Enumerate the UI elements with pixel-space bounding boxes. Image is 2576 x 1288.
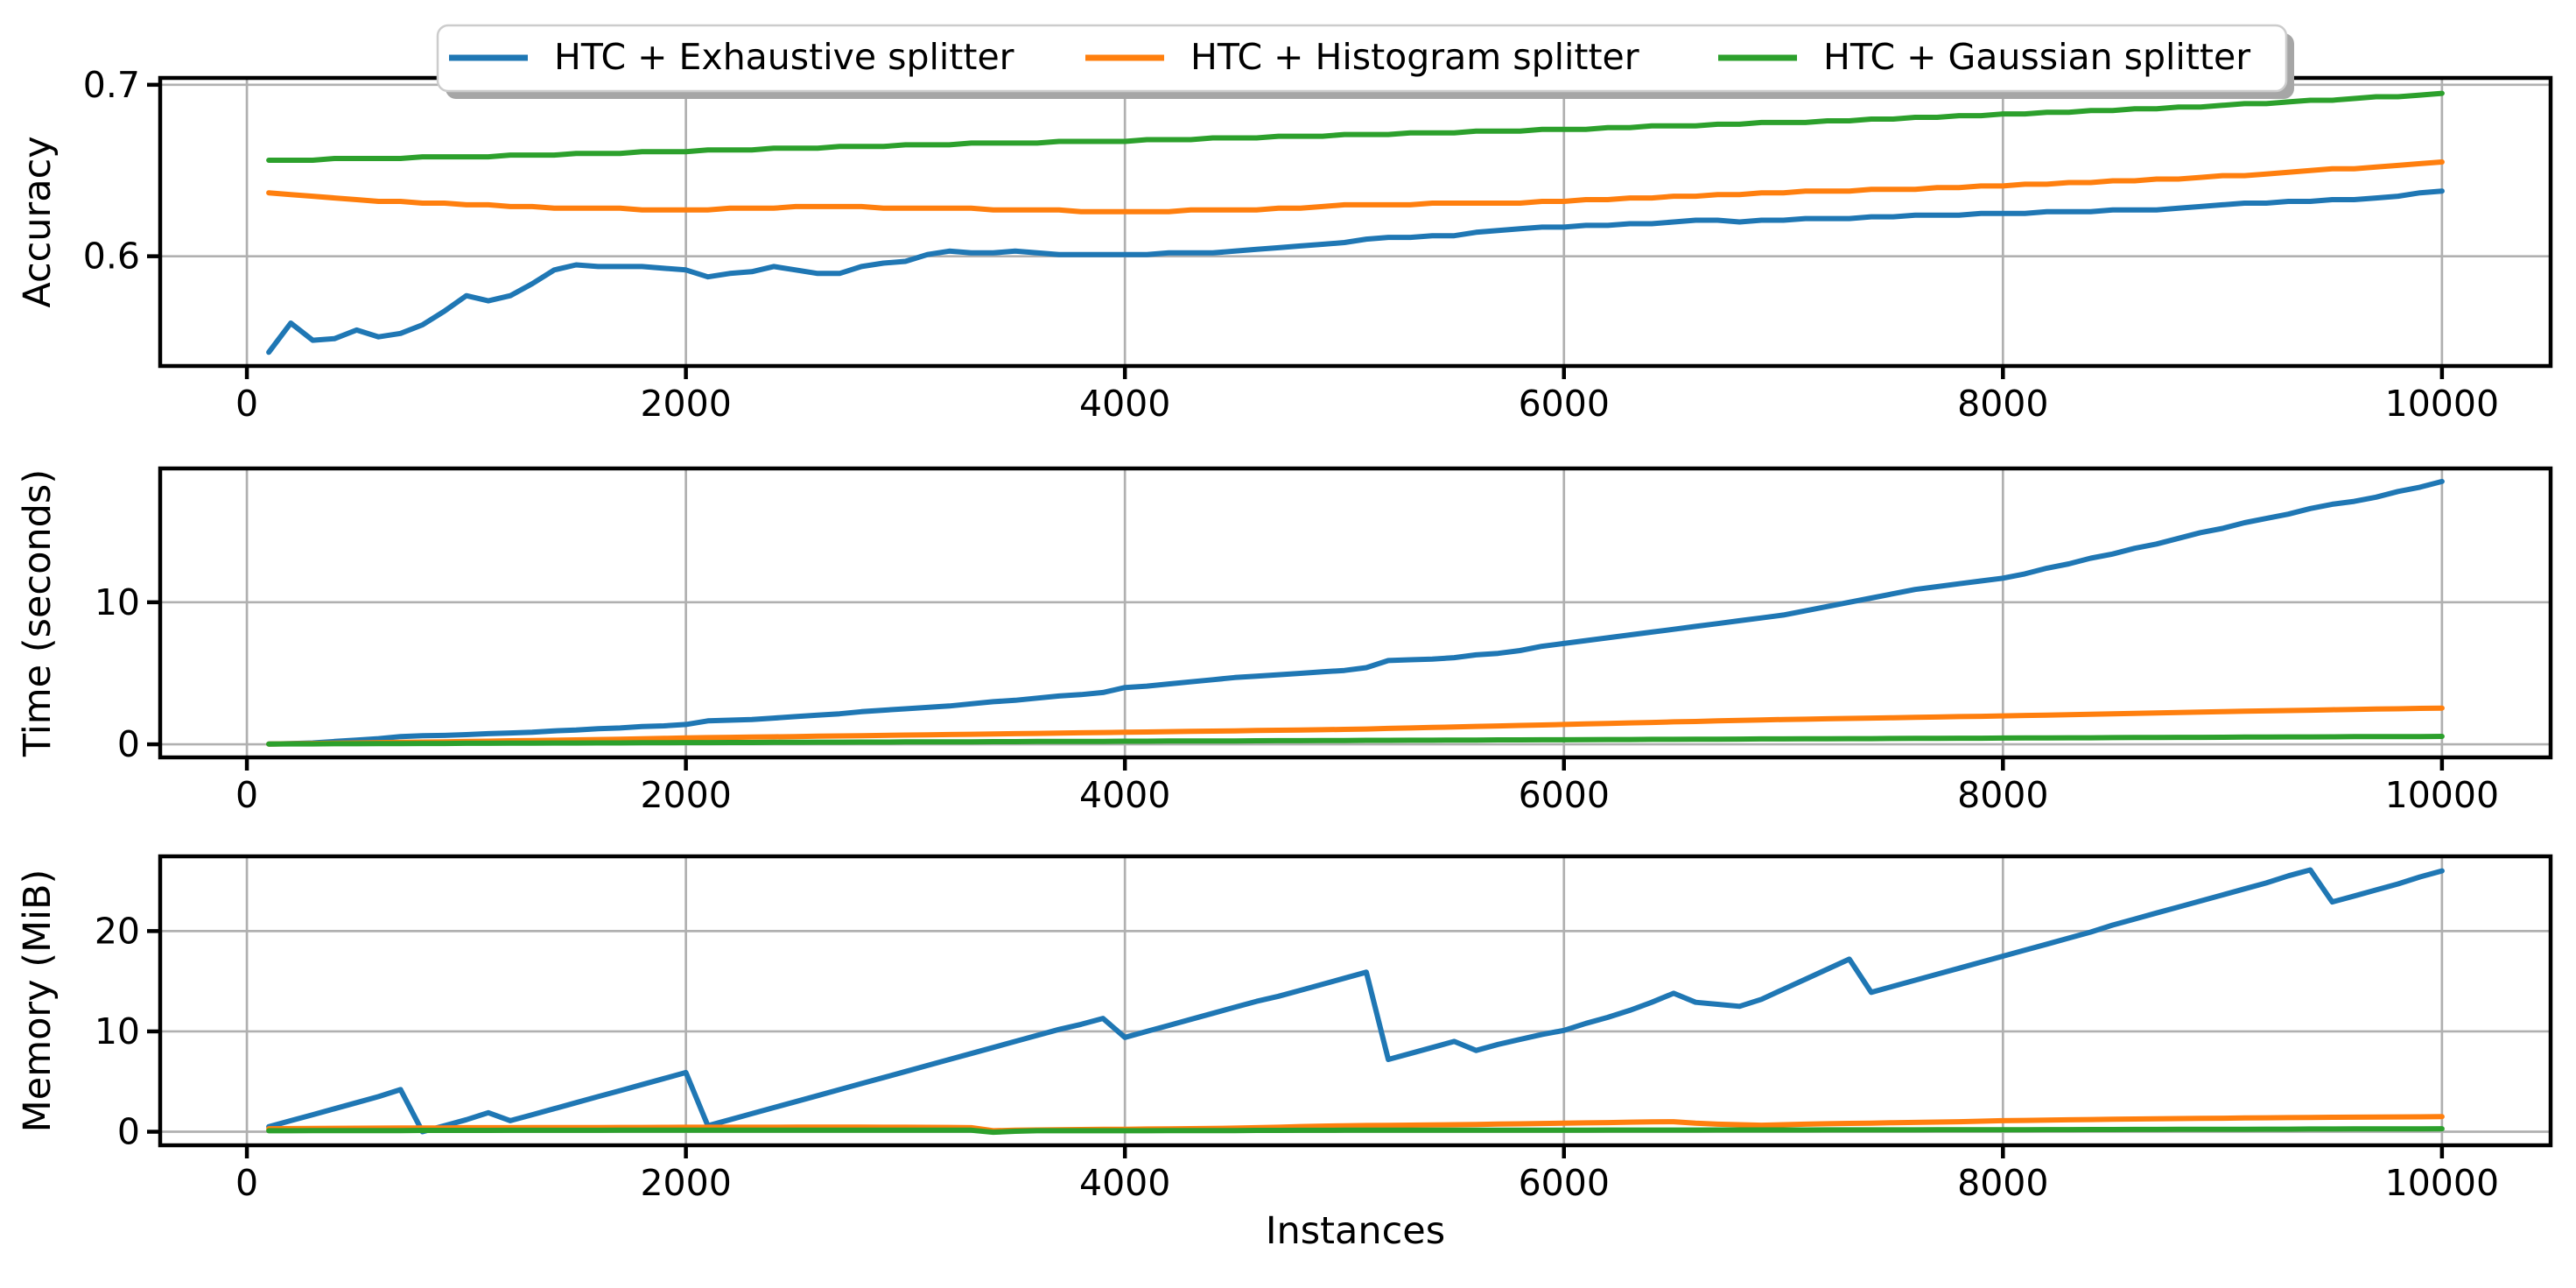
x-tick-label: 6000 (1519, 1162, 1610, 1204)
legend-label: HTC + Gaussian splitter (1823, 36, 2250, 78)
x-tick-label: 0 (235, 383, 258, 425)
y-tick-label: 0 (117, 1111, 140, 1153)
x-tick-label: 10000 (2385, 774, 2499, 816)
x-tick-label: 4000 (1079, 1162, 1170, 1204)
series-group (266, 867, 2445, 1136)
x-tick-label: 8000 (1957, 774, 2048, 816)
y-tick-label: 0 (117, 723, 140, 765)
x-tick-label: 0 (235, 774, 258, 816)
x-axis-label: Instances (1266, 1209, 1445, 1253)
subplot-memory-mib: 0 2000 4000 6000 8000 10000 0 10 20 Memory (MiB) I… (16, 854, 2553, 1253)
axes-frame (158, 854, 2553, 1148)
axes-frame (158, 466, 2553, 760)
legend-label: HTC + Histogram splitter (1190, 36, 1639, 78)
legend-item-htc-gaussian-splitter: HTC + Gaussian splitter (1718, 36, 2250, 78)
y-tick-label: 20 (95, 910, 140, 952)
series-line-htc-gaussian-splitter (266, 734, 2445, 747)
series-group (266, 478, 2445, 747)
y-tick-label: 0.7 (83, 64, 140, 106)
legend: HTC + Exhaustive splitter HTC + Histogram… (436, 24, 2294, 99)
y-tick-label: 10 (95, 581, 140, 623)
series-line-htc-exhaustive-splitter (266, 188, 2445, 355)
x-tick-label: 10000 (2385, 1162, 2499, 1204)
series-line-htc-exhaustive-splitter (266, 867, 2445, 1135)
subplot-time-seconds: 0 2000 4000 6000 8000 10000 0 10 Time (seconds) (16, 466, 2553, 816)
x-tick-label: 6000 (1519, 383, 1610, 425)
x-tick-label: 10000 (2385, 383, 2499, 425)
legend-item-htc-histogram-splitter: HTC + Histogram splitter (1085, 36, 1639, 78)
x-tick-label: 8000 (1957, 383, 2048, 425)
y-axis-label-accuracy: Accuracy (16, 136, 60, 307)
y-tick-label: 0.6 (83, 236, 140, 278)
x-tick-label: 2000 (640, 383, 731, 425)
series-line-htc-gaussian-splitter (266, 90, 2445, 163)
x-tick-label: 2000 (640, 1162, 731, 1204)
x-tick-label: 8000 (1957, 1162, 2048, 1204)
legend-label: HTC + Exhaustive splitter (554, 36, 1014, 78)
x-tick-label: 4000 (1079, 383, 1170, 425)
series-line-htc-histogram-splitter (266, 1114, 2445, 1134)
x-tick-label: 4000 (1079, 774, 1170, 816)
x-tick-label: 0 (235, 1162, 258, 1204)
series-line-htc-histogram-splitter (266, 159, 2445, 215)
y-axis-label-time-seconds: Time (seconds) (16, 469, 60, 757)
series-group (266, 90, 2445, 355)
y-tick-label: 10 (95, 1010, 140, 1052)
legend-item-htc-exhaustive-splitter: HTC + Exhaustive splitter (449, 36, 1014, 78)
y-axis-label-memory-mib: Memory (MiB) (16, 869, 60, 1133)
legend-box (436, 24, 2288, 93)
series-line-htc-exhaustive-splitter (266, 478, 2445, 747)
series-line-htc-gaussian-splitter (266, 1126, 2445, 1136)
x-tick-label: 6000 (1519, 774, 1610, 816)
x-tick-label: 2000 (640, 774, 731, 816)
series-line-htc-histogram-splitter (266, 705, 2445, 747)
